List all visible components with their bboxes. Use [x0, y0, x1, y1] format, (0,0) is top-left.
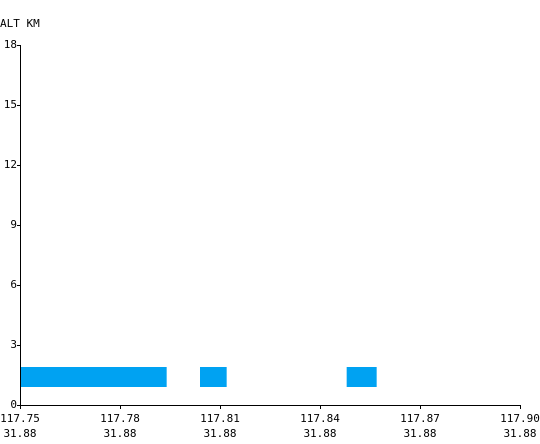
x-tick-label-lat-2: 31.88	[103, 427, 136, 440]
x-tick-label-lat-6: 31.88	[503, 427, 536, 440]
x-tick-label-lon-4: 117.84	[300, 412, 340, 425]
y-axis-label: ALT KM	[0, 17, 40, 30]
y-tick-label-12: 12	[4, 158, 17, 171]
x-tick-label-lat-1: 31.88	[3, 427, 36, 440]
x-tick-label-lon-1: 117.75	[0, 412, 40, 425]
y-tick-label-6: 6	[10, 278, 17, 291]
x-tick-label-lon-6: 117.90	[500, 412, 540, 425]
y-tick-label-15: 15	[4, 98, 17, 111]
y-tick-label-9: 9	[10, 218, 17, 231]
x-tick-label-lat-3: 31.88	[203, 427, 236, 440]
y-tick-label-0: 0	[10, 398, 17, 411]
x-tick-label-lon-2: 117.78	[100, 412, 140, 425]
data-segment-2	[200, 367, 227, 387]
x-tick-label-lat-4: 31.88	[303, 427, 336, 440]
x-tick-label-lon-5: 117.87	[400, 412, 440, 425]
y-tick-label-18: 18	[4, 38, 17, 51]
data-segment-3	[346, 367, 377, 387]
data-segment-1	[20, 367, 167, 387]
x-tick-label-lat-5: 31.88	[403, 427, 436, 440]
y-tick-label-3: 3	[10, 338, 17, 351]
x-tick-label-lon-3: 117.81	[200, 412, 240, 425]
